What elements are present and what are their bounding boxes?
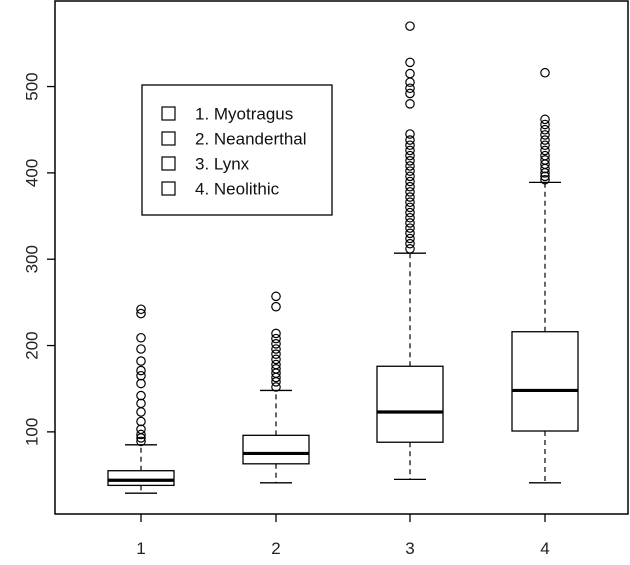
outlier-point — [405, 187, 415, 197]
outlier-point — [405, 212, 415, 223]
outlier-point — [136, 378, 146, 389]
outlier-point — [405, 150, 415, 161]
outlier-point — [405, 233, 415, 244]
x-tick-label: 3 — [405, 539, 414, 558]
outlier-point — [540, 135, 550, 145]
outlier-point — [405, 218, 415, 228]
outlier-point — [136, 429, 146, 440]
outlier-point — [136, 356, 146, 366]
outlier-point — [405, 161, 415, 171]
outlier-point — [136, 407, 146, 417]
boxes — [107, 21, 579, 494]
iqr-box — [242, 434, 310, 465]
y-tick-label: 500 — [23, 72, 42, 100]
outlier-point — [405, 166, 415, 176]
outlier-point — [405, 155, 415, 166]
y-tick-label: 100 — [23, 418, 42, 446]
outlier-point — [136, 304, 146, 315]
legend-entry: 1. Myotragus — [195, 105, 293, 124]
outlier-point — [405, 140, 415, 151]
outlier-point — [405, 202, 415, 213]
outlier-point — [405, 145, 415, 156]
outlier-point — [271, 344, 281, 354]
outlier-point — [136, 390, 146, 401]
outlier-point — [540, 155, 550, 165]
outlier-point — [405, 228, 415, 239]
box-group-2 — [242, 291, 310, 484]
outlier-point — [136, 370, 146, 381]
outlier-point — [540, 130, 550, 140]
outlier-point — [136, 424, 146, 435]
outlier-point — [540, 145, 550, 156]
outlier-point — [271, 349, 281, 359]
legend-swatch — [161, 156, 176, 171]
outlier-point — [405, 135, 415, 145]
outlier-point — [540, 174, 550, 185]
outlier-point — [540, 119, 550, 130]
legend-swatch — [161, 181, 176, 196]
outlier-point — [405, 77, 415, 88]
legend-swatch — [161, 106, 176, 121]
outlier-point — [136, 436, 146, 447]
plot-area-border — [54, 0, 629, 515]
outlier-point — [405, 181, 415, 192]
outlier-point — [540, 140, 550, 151]
outlier-point — [540, 67, 550, 78]
y-tick-label: 200 — [23, 331, 42, 359]
legend-entry: 2. Neanderthal — [195, 130, 307, 149]
outlier-point — [540, 150, 550, 161]
outlier-point — [405, 171, 415, 182]
outlier-point — [405, 21, 415, 31]
iqr-box — [376, 365, 444, 443]
outlier-point — [271, 301, 281, 312]
x-tick-label: 1 — [136, 539, 145, 558]
legend-swatch — [161, 131, 176, 146]
outlier-point — [136, 308, 146, 319]
y-tick-label: 400 — [23, 159, 42, 187]
box-group-3 — [376, 21, 444, 481]
outlier-point — [405, 83, 415, 94]
outlier-point — [271, 354, 281, 365]
outlier-point — [540, 114, 550, 125]
legend-entry: 3. Lynx — [195, 155, 250, 174]
outlier-point — [271, 359, 281, 370]
outlier-point — [271, 333, 281, 344]
outlier-point — [405, 99, 415, 109]
outlier-point — [540, 124, 550, 135]
y-axis: 100 200 300 400 500 — [23, 72, 55, 446]
outlier-point — [405, 223, 415, 233]
legend: 1. Myotragus 2. Neanderthal 3. Lynx 4. Neol… — [141, 84, 333, 216]
outlier-point — [136, 365, 146, 376]
outlier-point — [405, 88, 415, 99]
outlier-point — [405, 197, 415, 208]
outlier-point — [271, 382, 281, 392]
outlier-point — [271, 291, 281, 302]
outlier-point — [405, 238, 415, 249]
box-group-1 — [107, 304, 175, 494]
outlier-point — [540, 171, 550, 182]
box-group-4 — [511, 67, 579, 484]
x-axis: 1 2 3 4 — [136, 514, 550, 558]
iqr-box — [511, 331, 579, 432]
outlier-point — [271, 328, 281, 339]
y-tick-label: 300 — [23, 245, 42, 273]
outlier-point — [405, 244, 415, 254]
outlier-point — [405, 57, 415, 68]
outlier-point — [136, 332, 146, 343]
x-tick-label: 2 — [271, 539, 280, 558]
x-tick-label: 4 — [540, 539, 549, 558]
iqr-box — [107, 470, 175, 487]
outlier-point — [136, 416, 146, 427]
outlier-point — [136, 398, 146, 409]
outlier-point — [405, 129, 415, 139]
outlier-point — [405, 68, 415, 79]
outlier-point — [271, 339, 281, 349]
outlier-point — [405, 207, 415, 218]
outlier-point — [405, 192, 415, 202]
outlier-point — [405, 176, 415, 187]
outlier-point — [271, 364, 281, 374]
outlier-point — [136, 344, 146, 354]
legend-entry: 4. Neolithic — [195, 180, 280, 199]
